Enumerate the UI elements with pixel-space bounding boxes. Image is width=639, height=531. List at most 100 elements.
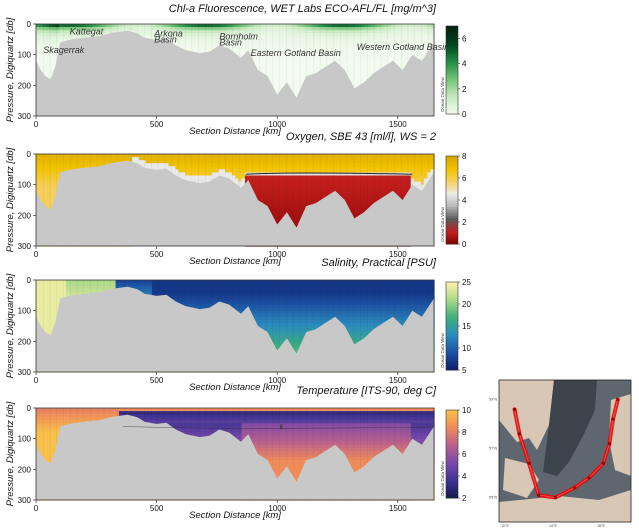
heatmap-cell: [254, 33, 259, 37]
chart-panel-chlorophyll: Chl-a Fluorescence, WET Labs ECO-AFL/FL …: [5, 3, 467, 137]
heatmap-cell: [261, 60, 266, 65]
heatmap-cell: [185, 39, 190, 43]
heatmap-cell: [89, 27, 93, 31]
heatmap-cell: [205, 45, 210, 50]
heatmap-cell: [274, 42, 279, 47]
heatmap-cell: [215, 27, 220, 31]
heatmap-cell: [82, 27, 87, 31]
heatmap-cell: [55, 48, 60, 53]
heatmap-cell: [165, 27, 170, 31]
heatmap-cell: [271, 54, 276, 59]
heatmap-cell: [89, 33, 93, 37]
heatmap-cell: [45, 45, 50, 50]
heatmap-cell: [271, 30, 276, 34]
heatmap-cell: [248, 27, 253, 31]
heatmap-cell: [268, 39, 273, 43]
heatmap-cell: [112, 24, 117, 28]
heatmap-cell: [225, 33, 229, 37]
heatmap-cell: [79, 24, 84, 28]
heatmap-cell: [235, 36, 239, 40]
heatmap-cell: [181, 42, 186, 47]
heatmap-cell: [244, 30, 249, 34]
heatmap-cell: [235, 39, 239, 43]
heatmap-cell: [138, 24, 143, 28]
heatmap-cell: [145, 30, 150, 34]
heatmap-cell: [284, 36, 289, 40]
heatmap-cell: [45, 54, 50, 59]
heatmap-cell: [271, 79, 276, 83]
heatmap-cell: [148, 36, 153, 40]
heatmap-cell: [168, 39, 173, 43]
heatmap-cell: [115, 30, 120, 34]
heatmap-cell: [208, 27, 213, 31]
heatmap-cell: [261, 48, 266, 53]
heatmap-cell: [284, 60, 289, 65]
heatmap-cell: [294, 36, 299, 40]
heatmap-cell: [258, 48, 263, 53]
heatmap-cell: [261, 66, 266, 71]
heatmap-cell: [152, 24, 156, 28]
heatmap-cell: [241, 27, 246, 31]
heatmap-cell: [278, 85, 283, 89]
heatmap-cell: [281, 73, 286, 77]
heatmap-cell: [52, 39, 57, 43]
heatmap-cell: [45, 70, 50, 74]
heatmap-cell: [284, 76, 289, 80]
heatmap-cell: [52, 51, 57, 56]
heatmap-cell: [39, 51, 44, 56]
heatmap-cell: [284, 66, 289, 71]
heatmap-cell: [188, 48, 193, 53]
x-tick-label: 0: [34, 120, 39, 129]
heatmap-cell: [211, 39, 216, 43]
heatmap-cell: [82, 30, 87, 34]
heatmap-cell: [271, 24, 276, 28]
heatmap-cell: [258, 45, 263, 50]
region-label: Basin: [154, 34, 177, 44]
chart-panel-oxygen: Oxygen, SBE 43 [ml/l], WS = 20100200300P…: [5, 131, 467, 267]
heatmap-cell: [258, 42, 263, 47]
heatmap-cell: [264, 42, 269, 47]
heatmap-cell: [205, 24, 210, 28]
heatmap-cell: [268, 51, 273, 56]
heatmap-cell: [39, 30, 44, 34]
heatmap-cell: [235, 45, 239, 50]
heatmap-cell: [281, 48, 286, 53]
heatmap-cell: [254, 36, 259, 40]
heatmap-cell: [261, 42, 266, 47]
heatmap-cell: [59, 39, 64, 43]
heatmap-cell: [254, 27, 259, 31]
heatmap-cell: [211, 30, 216, 34]
heatmap-cell: [264, 45, 269, 50]
heatmap-cell: [181, 45, 186, 50]
heatmap-cell: [278, 82, 283, 86]
heatmap-cell: [52, 36, 57, 40]
heatmap-cell: [228, 33, 233, 37]
heatmap-cell: [52, 66, 57, 71]
heatmap-cell: [228, 45, 233, 50]
heatmap-cell: [291, 57, 296, 62]
heatmap-cell: [231, 42, 236, 47]
heatmap-cell: [52, 57, 57, 62]
heatmap-cell: [82, 24, 87, 28]
heatmap-cell: [284, 54, 289, 59]
heatmap-cell: [261, 30, 266, 34]
heatmap-cell: [145, 33, 150, 37]
heatmap-cell: [225, 27, 229, 31]
heatmap-cell: [274, 73, 279, 77]
heatmap-cell: [211, 24, 216, 28]
heatmap-cell: [271, 82, 276, 86]
heatmap-cell: [205, 48, 210, 53]
heatmap-cell: [79, 27, 84, 31]
heatmap-cell: [274, 66, 279, 71]
heatmap-cell: [258, 51, 263, 56]
colorbar-caption: Ocean Data View: [440, 76, 445, 112]
heatmap-cell: [274, 30, 279, 34]
heatmap-cell: [148, 24, 153, 28]
heatmap-cell: [241, 42, 246, 47]
heatmap-cell: [268, 66, 273, 71]
heatmap-cell: [264, 70, 269, 74]
heatmap-cell: [271, 73, 276, 77]
heatmap-cell: [178, 36, 183, 40]
heatmap-cell: [291, 51, 296, 56]
